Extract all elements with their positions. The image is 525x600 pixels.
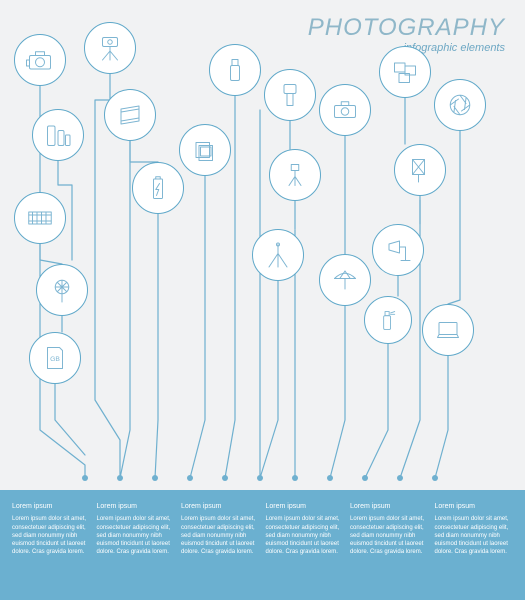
footer-column-body: Lorem ipsum dolor sit amet, consectetuer… — [350, 515, 429, 555]
battery-icon — [132, 162, 184, 214]
footer-column: Lorem ipsum Lorem ipsum dolor sit amet, c… — [435, 502, 514, 586]
footer-column: Lorem ipsum Lorem ipsum dolor sit amet, c… — [181, 502, 260, 586]
laptop-icon — [422, 304, 474, 356]
softbox-icon — [394, 144, 446, 196]
connector-endpoint — [117, 475, 123, 481]
camera-handheld-icon — [14, 34, 66, 86]
film-strip-icon — [104, 89, 156, 141]
svg-text:GB: GB — [50, 356, 60, 363]
tripod-large-icon — [252, 229, 304, 281]
footer-column-body: Lorem ipsum dolor sit amet, consectetuer… — [435, 515, 514, 555]
footer-column-title: Lorem ipsum — [97, 502, 176, 511]
aperture-icon — [434, 79, 486, 131]
fan-light-icon — [36, 264, 88, 316]
umbrella-icon — [319, 254, 371, 306]
tripod-small-icon — [269, 149, 321, 201]
film-drawer-icon — [14, 192, 66, 244]
connector-endpoint — [187, 475, 193, 481]
footer-column-body: Lorem ipsum dolor sit amet, consectetuer… — [266, 515, 345, 555]
flash-unit-icon — [264, 69, 316, 121]
footer-column-body: Lorem ipsum dolor sit amet, consectetuer… — [181, 515, 260, 555]
footer-column: Lorem ipsum Lorem ipsum dolor sit amet, c… — [97, 502, 176, 586]
frames-icon — [379, 46, 431, 98]
footer-column: Lorem ipsum Lorem ipsum dolor sit amet, c… — [266, 502, 345, 586]
footer-column-title: Lorem ipsum — [181, 502, 260, 511]
footer-column-body: Lorem ipsum dolor sit amet, consectetuer… — [12, 515, 91, 555]
photo-stack-icon — [179, 124, 231, 176]
footer-column-body: Lorem ipsum dolor sit amet, consectetuer… — [97, 515, 176, 555]
spray-icon — [364, 296, 412, 344]
footer-column: Lorem ipsum Lorem ipsum dolor sit amet, c… — [350, 502, 429, 586]
connector-endpoint — [257, 475, 263, 481]
connector-endpoint — [152, 475, 158, 481]
connector-endpoint — [222, 475, 228, 481]
infographic-canvas: PHOTOGRAPHY infographic elements GB Lore… — [0, 0, 525, 600]
connector-endpoint — [292, 475, 298, 481]
connector-endpoint — [362, 475, 368, 481]
connector-endpoint — [397, 475, 403, 481]
camera-tripod-icon — [84, 22, 136, 74]
footer-column-title: Lorem ipsum — [12, 502, 91, 511]
footer-column-title: Lorem ipsum — [435, 502, 514, 511]
footer-column-title: Lorem ipsum — [266, 502, 345, 511]
page-title: PHOTOGRAPHY — [308, 14, 505, 42]
connector-endpoint — [327, 475, 333, 481]
usb-stick-icon — [209, 44, 261, 96]
slr-camera-icon — [319, 84, 371, 136]
connector-endpoint — [432, 475, 438, 481]
sd-card-icon: GB — [29, 332, 81, 384]
lens-kit-icon — [32, 109, 84, 161]
studio-light-icon — [372, 224, 424, 276]
connector-endpoint — [82, 475, 88, 481]
footer-column: Lorem ipsum Lorem ipsum dolor sit amet, c… — [12, 502, 91, 586]
footer-column-title: Lorem ipsum — [350, 502, 429, 511]
footer-panel: Lorem ipsum Lorem ipsum dolor sit amet, c… — [0, 490, 525, 600]
